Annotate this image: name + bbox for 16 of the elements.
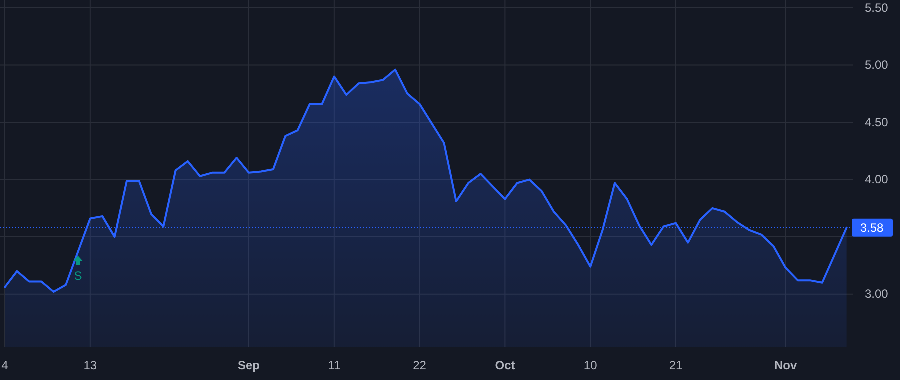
x-tick-label: 22 bbox=[413, 358, 427, 373]
x-tick-label: 11 bbox=[328, 358, 341, 373]
y-tick-label: 5.00 bbox=[865, 58, 889, 72]
x-tick-label: Sep bbox=[238, 358, 260, 373]
x-tick-label: 21 bbox=[669, 358, 683, 373]
x-tick-label: Oct bbox=[495, 358, 516, 373]
x-tick-label: Nov bbox=[774, 358, 798, 373]
y-tick-label: 5.50 bbox=[865, 0, 889, 15]
x-tick-label: 10 bbox=[584, 358, 598, 373]
x-tick-label: 4 bbox=[2, 358, 9, 373]
y-tick-label: 4.50 bbox=[865, 115, 889, 130]
annotation: S bbox=[74, 269, 82, 284]
y-tick-label: 3.00 bbox=[865, 287, 889, 302]
y-tick-label: 4.00 bbox=[865, 172, 889, 187]
ref-line-label: 3.58 bbox=[860, 221, 884, 236]
x-tick-label: 13 bbox=[84, 358, 98, 373]
